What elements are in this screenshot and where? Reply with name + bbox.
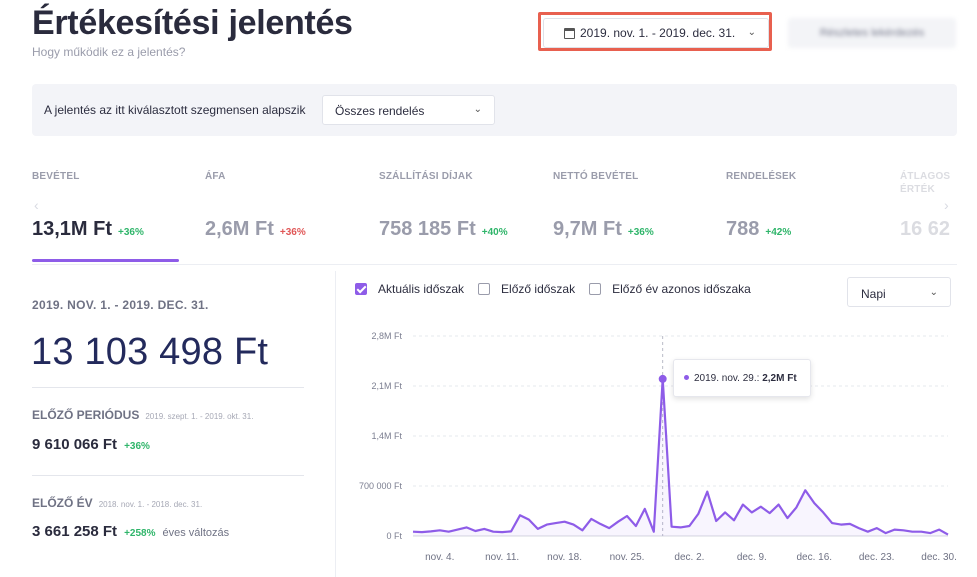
segment-select-value: Összes rendelés [335, 104, 425, 118]
prev-period-range: 2019. szept. 1. - 2019. okt. 31. [145, 412, 254, 421]
check-label: Előző időszak [501, 282, 576, 296]
x-tick-label: dec. 16. [796, 552, 832, 563]
tab-shipping-fees[interactable]: SZÁLLÍTÁSI DÍJAK 758 185 Ft +40% [379, 160, 549, 264]
help-link[interactable]: Hogy működik ez a jelentés? [32, 45, 186, 59]
series-line [412, 377, 949, 536]
comparison-checkboxes: Aktuális időszak Előző időszak Előző év … [355, 282, 765, 296]
prev-year-change: +258% [124, 528, 156, 539]
prev-year-label: ELŐZŐ ÉV 2018. nov. 1. - 2018. dec. 31. [32, 496, 202, 510]
chevron-right-icon[interactable]: › [944, 197, 949, 213]
y-tick-label: 2,1M Ft [371, 381, 402, 391]
x-tick-label: nov. 4. [425, 552, 454, 563]
check-current-period[interactable]: Aktuális időszak [355, 282, 464, 296]
metric-label: ÁFA [205, 171, 226, 182]
granularity-select[interactable]: Napi ⌄ [847, 277, 951, 307]
tab-orders[interactable]: RENDELÉSEK 788 +42% [726, 160, 896, 264]
tab-average-value[interactable]: ÁTLAGOS ÉRTÉK 16 62 [900, 160, 957, 264]
prev-period-change: +36% [124, 441, 150, 452]
segment-label: A jelentés az itt kiválasztott szegmense… [44, 103, 306, 117]
check-label: Előző év azonos időszaka [612, 282, 751, 296]
active-tab-indicator [32, 259, 179, 262]
metric-change: +36% [627, 227, 654, 238]
date-range-value: 2019. nov. 1. - 2019. dec. 31. [580, 26, 736, 40]
check-label: Aktuális időszak [378, 282, 465, 296]
segment-select[interactable]: Összes rendelés ⌄ [322, 95, 495, 125]
current-period: 2019. NOV. 1. - 2019. DEC. 31. [32, 298, 209, 312]
date-picker-highlight [538, 12, 772, 51]
x-tick-label: dec. 2. [674, 552, 704, 563]
tabs-divider [32, 264, 957, 265]
metric-change: +36% [118, 227, 144, 238]
y-tick-label: 1,4M Ft [371, 431, 402, 441]
prev-period-amount: 9 610 066 Ft [32, 436, 118, 453]
metric-label: SZÁLLÍTÁSI DÍJAK [379, 171, 473, 182]
tooltip-value: 2,2M Ft [762, 373, 797, 384]
series-dot-icon [684, 375, 689, 380]
prev-year-note: éves változás [162, 527, 230, 539]
chevron-left-icon[interactable]: ‹ [34, 197, 39, 213]
metric-value: 13,1M Ft [32, 218, 113, 240]
prev-year-value: 3 661 258 Ft +258% éves változás [32, 523, 229, 540]
metric-tabs: BEVÉTEL 13,1M Ft +36% ÁFA 2,6M Ft +36% SZÁ… [32, 160, 957, 264]
checkbox-checked-icon[interactable] [355, 283, 367, 295]
x-tick-label: dec. 9. [737, 552, 767, 563]
blurred-action-button[interactable]: Részletes lekérdezés [788, 18, 956, 48]
chevron-down-icon: ⌄ [929, 287, 938, 298]
segment-bar: A jelentés az itt kiválasztott szegmense… [32, 84, 957, 136]
revenue-line-chart[interactable]: 0 Ft 700 000 Ft 1,4M Ft 2,1M Ft 2,8M Ft nov. … [345, 320, 965, 577]
tab-net-revenue[interactable]: NETTÓ BEVÉTEL 9,7M Ft +36% [553, 160, 723, 264]
metric-value: 2,6M Ft [205, 218, 274, 240]
metric-change: +42% [765, 227, 792, 238]
metric-change: +36% [279, 227, 306, 238]
page-title: Értékesítési jelentés [32, 4, 353, 42]
tab-revenue[interactable]: BEVÉTEL 13,1M Ft +36% [32, 160, 202, 264]
y-tick-label: 0 Ft [386, 531, 402, 541]
x-tick-label: nov. 25. [610, 552, 645, 563]
metric-label: RENDELÉSEK [726, 171, 797, 182]
x-tick-label: dec. 23. [859, 552, 895, 563]
metric-label: NETTÓ BEVÉTEL [553, 171, 639, 182]
prev-period-title: ELŐZŐ PERIÓDUS [32, 408, 140, 422]
date-range-picker[interactable]: 2019. nov. 1. - 2019. dec. 31. ⌄ [543, 18, 769, 48]
prev-year-range: 2018. nov. 1. - 2018. dec. 31. [98, 500, 203, 509]
blurred-button-label: Részletes lekérdezés [819, 27, 925, 39]
metric-label: ÁTLAGOS ÉRTÉK [900, 171, 951, 195]
divider [32, 475, 304, 476]
metric-value: 16 62 [900, 218, 951, 240]
chart-tooltip: 2019. nov. 29.: 2,2M Ft [673, 359, 811, 397]
prev-period-value: 9 610 066 Ft +36% [32, 436, 150, 453]
total-revenue: 13 103 498 Ft [31, 331, 269, 373]
panel-divider [335, 271, 336, 577]
checkbox-icon[interactable] [589, 283, 602, 295]
x-tick-label: nov. 18. [547, 552, 582, 563]
prev-year-title: ELŐZŐ ÉV [32, 496, 93, 510]
metric-change: +40% [481, 227, 508, 238]
metric-value: 9,7M Ft [553, 218, 622, 240]
check-previous-period[interactable]: Előző időszak [478, 282, 575, 296]
series-area [413, 378, 948, 536]
x-tick-label: dec. 30. [921, 552, 957, 563]
y-tick-label: 700 000 Ft [359, 481, 403, 491]
chevron-down-icon: ⌄ [747, 27, 756, 38]
divider [32, 387, 304, 388]
metric-value: 758 185 Ft [379, 218, 476, 240]
check-previous-year[interactable]: Előző év azonos időszaka [589, 282, 751, 296]
metric-value: 788 [726, 218, 760, 240]
prev-period-label: ELŐZŐ PERIÓDUS 2019. szept. 1. - 2019. ok… [32, 408, 253, 422]
y-tick-label: 2,8M Ft [371, 331, 402, 341]
prev-year-amount: 3 661 258 Ft [32, 523, 118, 540]
checkbox-icon[interactable] [478, 283, 491, 295]
x-tick-label: nov. 11. [485, 552, 519, 563]
chevron-down-icon: ⌄ [473, 104, 482, 115]
metric-label: BEVÉTEL [32, 171, 80, 182]
calendar-icon [564, 27, 575, 39]
peak-point [658, 374, 667, 383]
tooltip-label: 2019. nov. 29.: [694, 373, 760, 384]
granularity-value: Napi [861, 287, 886, 301]
tab-vat[interactable]: ÁFA 2,6M Ft +36% [205, 160, 375, 264]
